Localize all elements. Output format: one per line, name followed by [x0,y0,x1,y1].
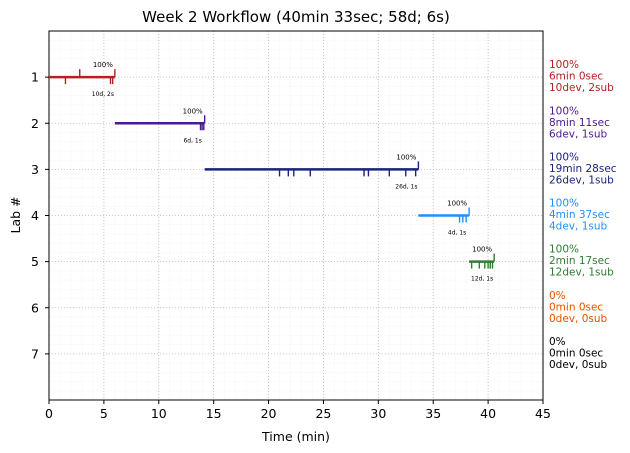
y-tick-label: 5 [31,254,39,269]
lab-5-percent-label: 100% [472,246,492,254]
lab-5-count-label: 12d, 1s [471,276,493,283]
lab-7-summary-line: 0dev, 0sub [549,359,608,371]
lab-5-summary-line: 12dev, 1sub [549,267,614,279]
lab-1-summary-line: 100% [549,59,579,71]
lab-4-count-label: 4d, 1s [448,230,466,237]
lab-3-percent-label: 100% [396,153,416,161]
minor-grid [48,30,544,401]
x-tick-label: 20 [261,406,277,421]
lab-6-summary-line: 0% [549,290,566,302]
lab-2-percent-label: 100% [183,107,203,115]
lab-5-summary-line: 2min 17sec [549,255,610,267]
lab-5-summary-line: 100% [549,244,579,256]
y-tick-label: 7 [31,346,39,361]
x-tick-label: 10 [151,406,167,421]
x-tick-label: 25 [315,406,331,421]
y-tick-label: 3 [31,162,39,177]
lab-6-summary-line: 0min 0sec [549,301,603,313]
y-tick-label: 4 [31,208,39,223]
x-tick-label: 15 [206,406,222,421]
lab-3-summary-line: 19min 28sec [549,163,617,175]
x-tick-label: 30 [370,406,386,421]
lab-2-summary-line: 100% [549,105,579,117]
lab-4-summary: 100% 4min 37sec 4dev, 1sub [549,198,610,233]
x-tick-label: 45 [535,406,551,421]
lab-6-summary: 0% 0min 0sec 0dev, 0sub [549,290,608,325]
lab-4-summary-line: 100% [549,198,579,210]
y-tick-label: 6 [31,300,39,315]
lab-3-summary-line: 26dev, 1sub [549,174,614,186]
chart-title: Week 2 Workflow (40min 33sec; 58d; 6s) [142,8,450,26]
y-tick-label: 2 [31,116,39,131]
lab-2-count-label: 6d, 1s [183,137,201,144]
lab-5-summary: 100% 2min 17sec 12dev, 1sub [549,244,614,279]
x-tick-label: 0 [45,406,53,421]
lab-bars: 100% 10d, 2s 100% 6d, 1s 100% 26d, 1s 100% 4d, … [49,61,495,283]
lab-2-summary-line: 6dev, 1sub [549,128,608,140]
x-tick-label: 5 [100,406,108,421]
x-tick-label: 35 [425,406,441,421]
lab-7-summary-line: 0min 0sec [549,347,603,359]
lab-1-summary: 100% 6min 0sec 10dev, 2sub [549,59,614,94]
lab-7-summary: 0% 0min 0sec 0dev, 0sub [549,336,608,371]
lab-4-summary-line: 4dev, 1sub [549,221,608,233]
lab-1-summary-line: 10dev, 2sub [549,82,614,94]
lab-1-percent-label: 100% [93,61,113,69]
lab-1-count-label: 10d, 2s [92,91,114,98]
lab-3-count-label: 26d, 1s [395,183,417,190]
lab-2-summary: 100% 8min 11sec 6dev, 1sub [549,105,610,140]
lab-3-summary-line: 100% [549,151,579,163]
lab-4-percent-label: 100% [447,200,467,208]
x-tick-label: 40 [480,406,496,421]
lab-2-summary-line: 8min 11sec [549,117,610,129]
lab-6-summary-line: 0dev, 0sub [549,313,608,325]
y-axis-label: Lab # [8,196,23,233]
lab-3-summary: 100% 19min 28sec 26dev, 1sub [549,151,617,186]
lab-1-summary-line: 6min 0sec [549,71,603,83]
y-tick-label: 1 [31,70,39,85]
lab-4-summary-line: 4min 37sec [549,209,610,221]
x-axis-label: Time (min) [261,429,330,444]
lab-7-summary-line: 0% [549,336,566,348]
